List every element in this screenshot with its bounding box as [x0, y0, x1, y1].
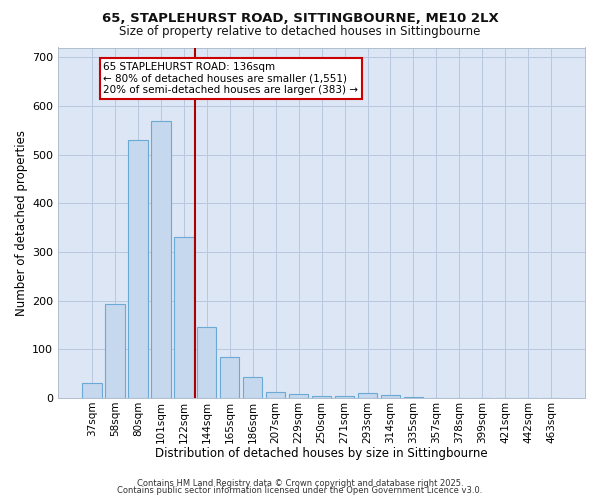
Bar [105, 304, 125, 398]
Bar [151, 120, 170, 398]
Bar [174, 238, 194, 398]
Bar [358, 393, 377, 398]
Bar [220, 356, 239, 398]
Bar [243, 378, 262, 398]
Bar [381, 396, 400, 398]
Text: 65 STAPLEHURST ROAD: 136sqm
← 80% of detached houses are smaller (1,551)
20% of : 65 STAPLEHURST ROAD: 136sqm ← 80% of det… [103, 62, 358, 96]
Text: Contains public sector information licensed under the Open Government Licence v3: Contains public sector information licen… [118, 486, 482, 495]
Bar [128, 140, 148, 398]
Text: 65, STAPLEHURST ROAD, SITTINGBOURNE, ME10 2LX: 65, STAPLEHURST ROAD, SITTINGBOURNE, ME1… [101, 12, 499, 26]
Bar [266, 392, 286, 398]
Bar [404, 397, 423, 398]
Bar [335, 396, 355, 398]
Bar [197, 328, 217, 398]
Text: Contains HM Land Registry data © Crown copyright and database right 2025.: Contains HM Land Registry data © Crown c… [137, 478, 463, 488]
Bar [82, 384, 101, 398]
X-axis label: Distribution of detached houses by size in Sittingbourne: Distribution of detached houses by size … [155, 447, 488, 460]
Bar [289, 394, 308, 398]
Bar [312, 396, 331, 398]
Y-axis label: Number of detached properties: Number of detached properties [15, 130, 28, 316]
Text: Size of property relative to detached houses in Sittingbourne: Size of property relative to detached ho… [119, 25, 481, 38]
